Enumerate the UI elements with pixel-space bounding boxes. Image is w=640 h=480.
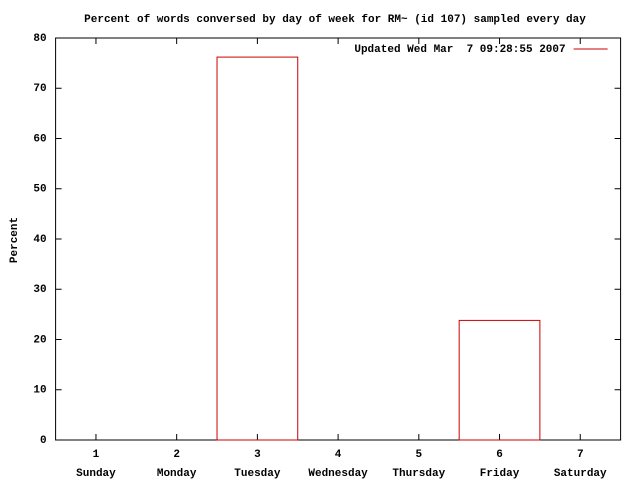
x-tick-label: 1 (93, 449, 100, 461)
category-label: Friday (480, 468, 520, 480)
chart-title: Percent of words conversed by day of wee… (84, 14, 586, 26)
y-axis-label: Percent (9, 217, 21, 263)
x-tick-label: 6 (496, 449, 503, 461)
category-label: Sunday (76, 468, 116, 480)
x-tick-label: 7 (577, 449, 584, 461)
bar (458, 319, 541, 441)
y-tick-label: 0 (40, 435, 47, 447)
legend-label: Updated Wed Mar 7 09:28:55 2007 (354, 44, 565, 56)
y-tick-label: 80 (33, 33, 46, 45)
category-label: Monday (157, 468, 197, 480)
x-tick-label: 3 (254, 449, 261, 461)
y-tick-label: 70 (33, 83, 46, 95)
plot-border (55, 37, 622, 441)
category-label: Tuesday (234, 468, 281, 480)
y-tick-label: 20 (33, 334, 46, 346)
y-tick-label: 10 (33, 385, 46, 397)
category-label: Wednesday (308, 468, 368, 480)
category-label: Saturday (554, 468, 607, 480)
bar (216, 56, 299, 441)
x-tick-label: 2 (173, 449, 180, 461)
y-tick-label: 50 (33, 184, 46, 196)
x-tick-label: 5 (416, 449, 423, 461)
y-tick-label: 30 (33, 284, 46, 296)
y-tick-label: 40 (33, 234, 46, 246)
x-tick-label: 4 (335, 449, 342, 461)
category-label: Thursday (392, 468, 445, 480)
y-tick-label: 60 (33, 133, 46, 145)
